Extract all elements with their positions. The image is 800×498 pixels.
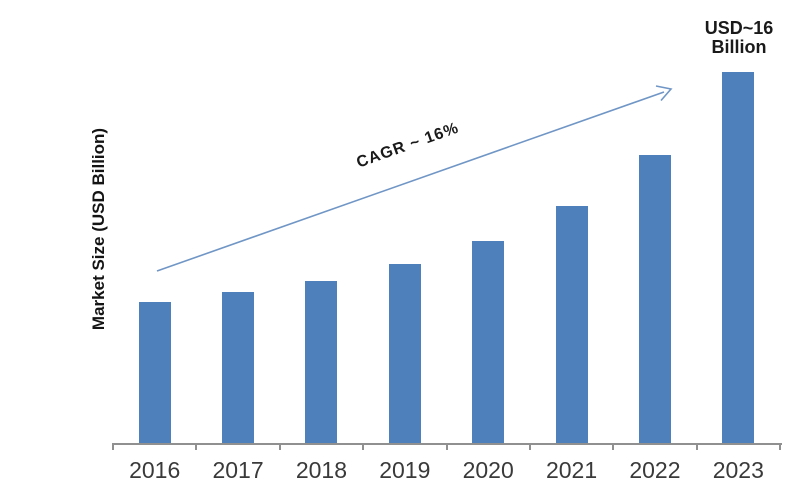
- x-axis-label-2017: 2017: [212, 457, 264, 483]
- x-axis-tick: [445, 443, 448, 450]
- x-axis-tick: [112, 443, 114, 450]
- x-axis-label-2018: 2018: [295, 457, 348, 483]
- trend-arrow-shaft: [156, 91, 665, 272]
- x-axis-tick: [278, 443, 281, 450]
- x-axis-label-2021: 2021: [545, 457, 598, 483]
- bar-2021: [555, 206, 588, 443]
- x-axis-label-2022: 2022: [629, 457, 681, 483]
- peak-value-line2: Billion: [711, 37, 767, 57]
- peak-value-line1: USD~16: [704, 18, 774, 38]
- x-axis-tick: [612, 443, 615, 450]
- bar-2017: [222, 292, 255, 443]
- x-axis-label-2023: 2023: [712, 457, 764, 483]
- trend-arrow-head: [655, 85, 673, 102]
- x-axis-tick: [779, 443, 781, 450]
- x-axis-label-2016: 2016: [129, 457, 181, 483]
- x-axis-tick: [528, 443, 531, 450]
- x-axis-label-2019: 2019: [379, 457, 431, 483]
- bar-2023: [722, 72, 755, 443]
- x-axis-tick: [362, 443, 365, 450]
- x-axis-label-2020: 2020: [462, 457, 514, 483]
- bar-2016: [138, 302, 171, 443]
- bar-2022: [638, 155, 671, 443]
- peak-value-label: USD~16 Billion: [705, 19, 774, 57]
- y-axis-label: Market Size (USD Billion): [89, 127, 108, 331]
- bar-2019: [388, 264, 421, 443]
- x-axis-tick: [695, 443, 698, 450]
- bar-2020: [472, 241, 505, 443]
- x-axis-tick: [195, 443, 198, 450]
- cagr-annotation: CAGR ~ 16%: [354, 119, 462, 172]
- bar-2018: [305, 281, 338, 443]
